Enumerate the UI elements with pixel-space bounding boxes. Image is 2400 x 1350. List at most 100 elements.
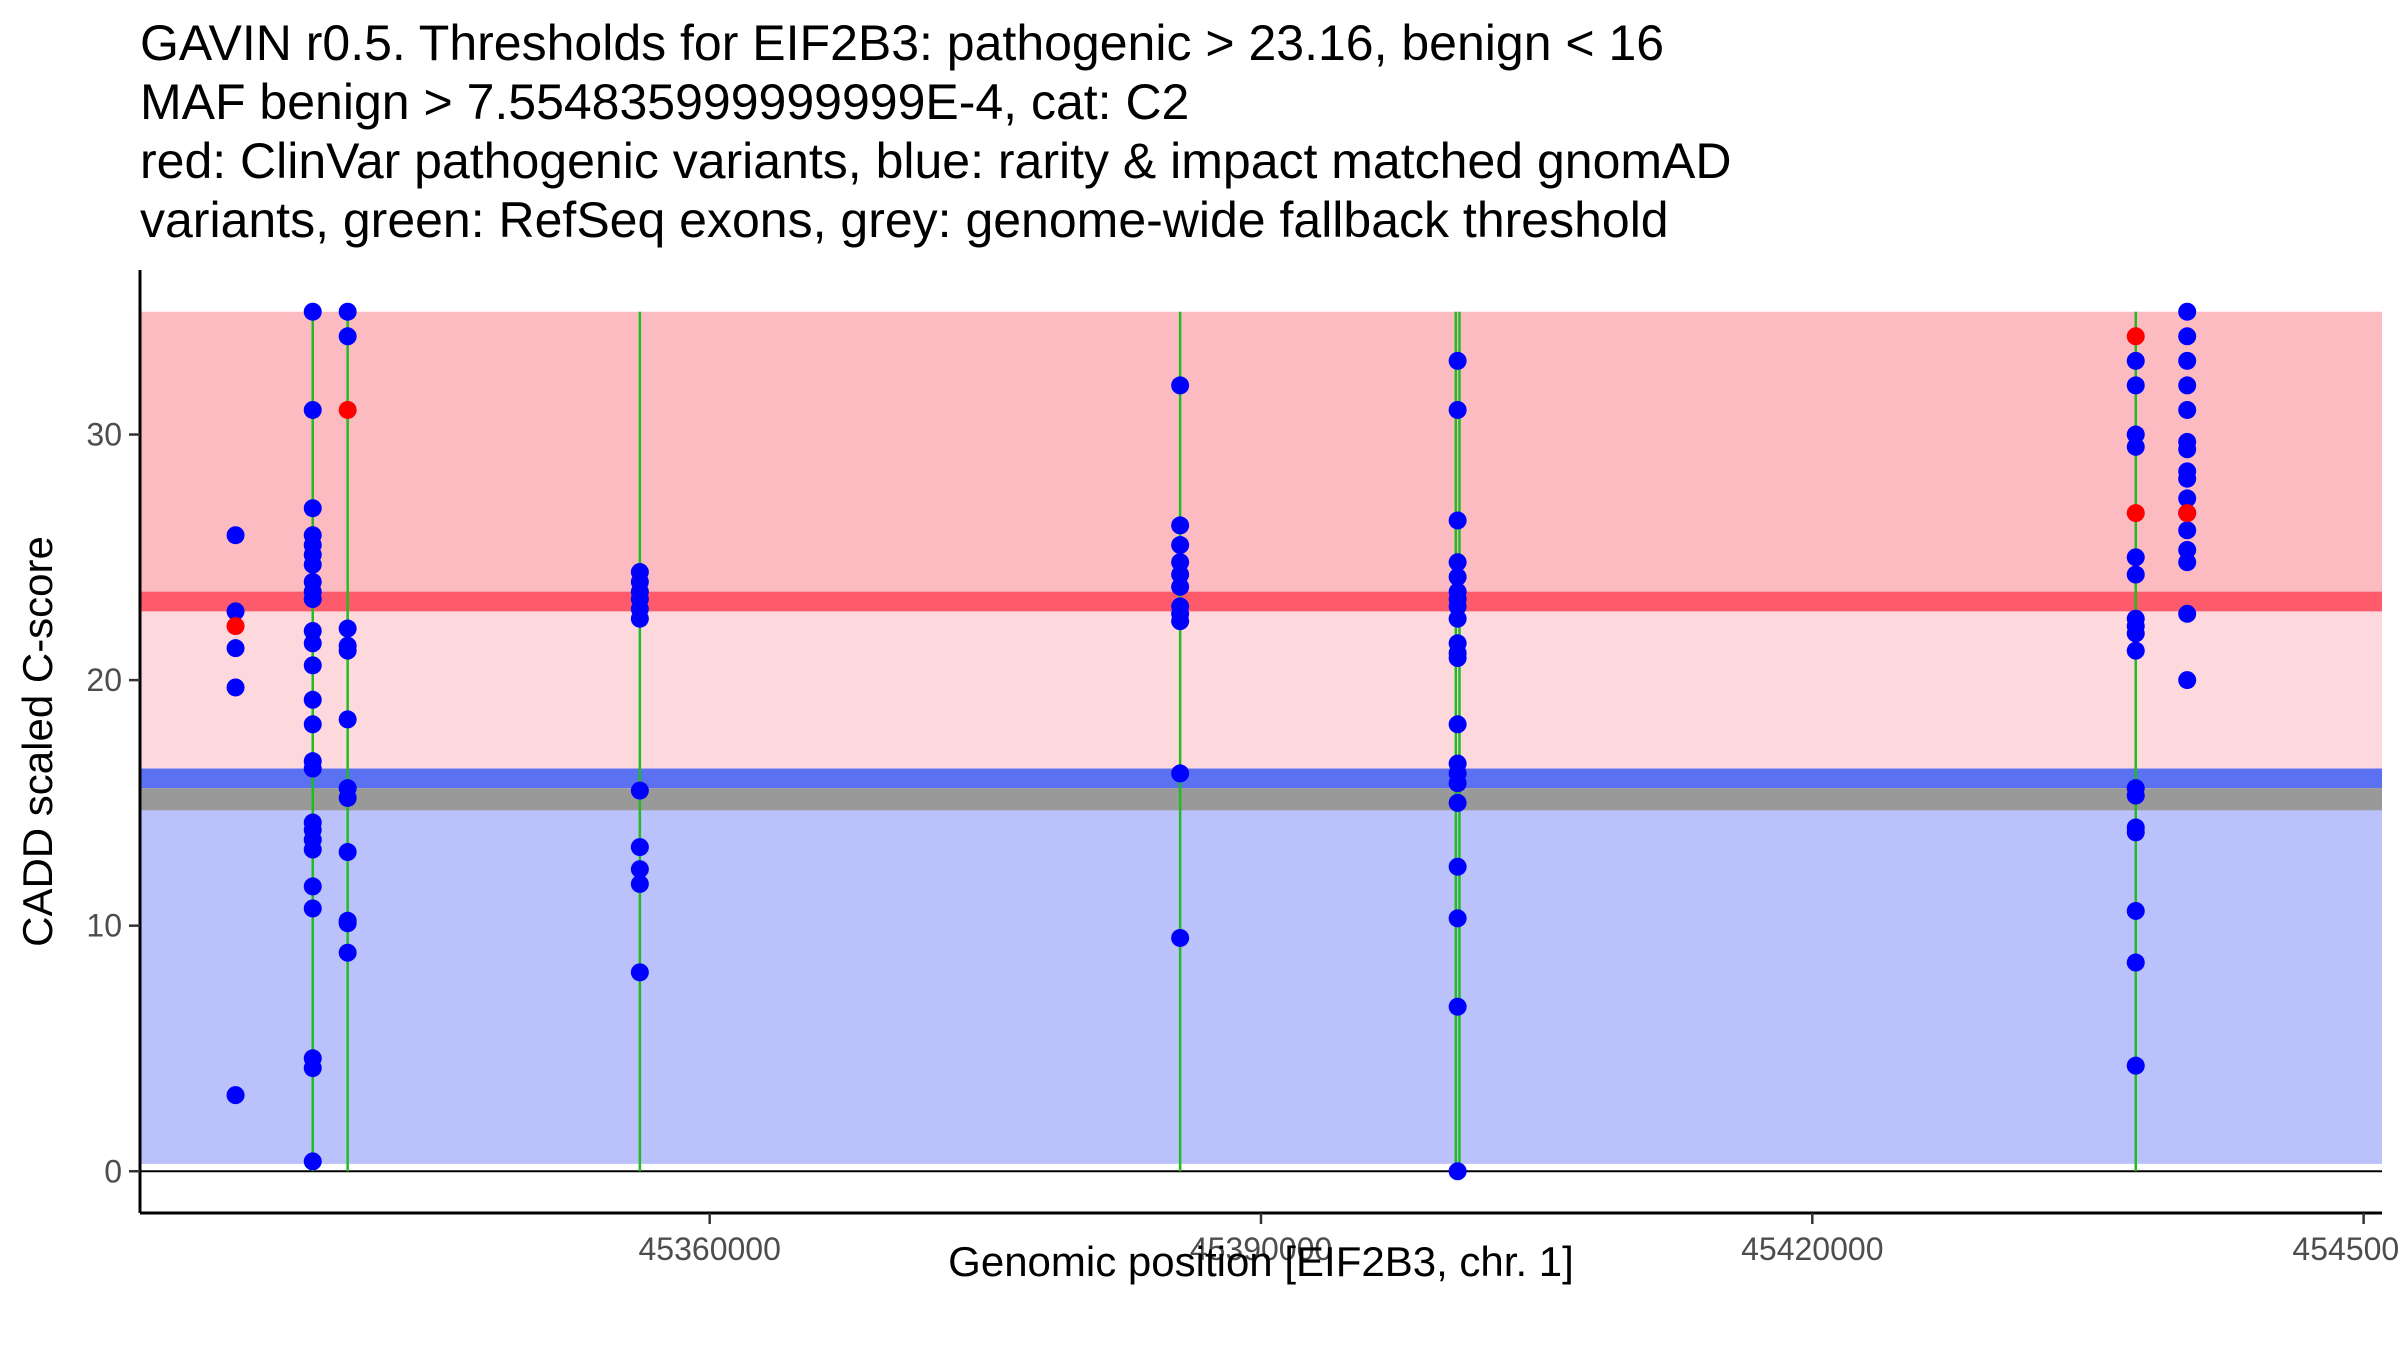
gnomad-point bbox=[1448, 857, 1467, 876]
gnomad-point bbox=[630, 838, 649, 857]
gnomad-point bbox=[2178, 327, 2197, 346]
gnomad-point bbox=[338, 641, 357, 660]
gnomad-point bbox=[1448, 351, 1467, 370]
gnomad-point bbox=[338, 302, 357, 321]
gnomad-point bbox=[303, 590, 322, 609]
title-line-2: MAF benign > 7.554835999999999E-4, cat: … bbox=[140, 74, 1190, 130]
threshold-regions bbox=[140, 311, 2382, 1164]
gnomad-point bbox=[2126, 1056, 2145, 1075]
gnomad-point bbox=[1448, 715, 1467, 734]
gnomad-point bbox=[1171, 376, 1190, 395]
title-line-3: red: ClinVar pathogenic variants, blue: … bbox=[140, 133, 1732, 189]
gnomad-point bbox=[2178, 400, 2197, 419]
y-tick-label: 10 bbox=[86, 908, 122, 944]
gnomad-point bbox=[1171, 612, 1190, 631]
y-axis-title: CADD scaled C-score bbox=[14, 536, 61, 947]
x-tick-label: 45390000 bbox=[1190, 1231, 1332, 1267]
gnomad-point bbox=[630, 860, 649, 879]
region-benign bbox=[140, 800, 2382, 1164]
gnomad-point bbox=[1171, 577, 1190, 596]
x-axis-title: Genomic position [EIF2B3, chr. 1] bbox=[948, 1238, 1574, 1285]
threshold-bands bbox=[140, 591, 2382, 811]
gnomad-point bbox=[1448, 649, 1467, 668]
clinvar-point bbox=[2126, 327, 2145, 346]
gnomad-point bbox=[2178, 376, 2197, 395]
gnomad-point bbox=[2126, 565, 2145, 584]
gnomad-point bbox=[630, 609, 649, 628]
gnomad-point bbox=[303, 555, 322, 574]
x-tick-label: 45420000 bbox=[1741, 1231, 1883, 1267]
gnomad-point bbox=[303, 840, 322, 859]
title-line-1: GAVIN r0.5. Thresholds for EIF2B3: patho… bbox=[140, 15, 1665, 71]
clinvar-point bbox=[2178, 504, 2197, 523]
gnomad-point bbox=[1448, 909, 1467, 928]
gnomad-point bbox=[338, 943, 357, 962]
gnomad-point bbox=[2178, 553, 2197, 572]
gnomad-point bbox=[1448, 609, 1467, 628]
title-line-4: variants, green: RefSeq exons, grey: gen… bbox=[140, 192, 1669, 248]
region-pathogenic bbox=[140, 311, 2382, 603]
gnomad-point bbox=[1171, 764, 1190, 783]
gnomad-point bbox=[338, 843, 357, 862]
variant-points bbox=[226, 302, 2197, 1181]
gnomad-point bbox=[338, 710, 357, 729]
gnomad-point bbox=[1448, 997, 1467, 1016]
gnomad-point bbox=[303, 1059, 322, 1078]
gnomad-point bbox=[2178, 302, 2197, 321]
gnomad-point bbox=[1448, 774, 1467, 793]
gnomad-point bbox=[2178, 469, 2197, 488]
region-intermediate bbox=[140, 602, 2382, 779]
gnomad-point bbox=[630, 874, 649, 893]
gnomad-point bbox=[2126, 437, 2145, 456]
threshold-band-pathogenic-threshold bbox=[140, 591, 2382, 612]
clinvar-point bbox=[2126, 504, 2145, 523]
gnomad-point bbox=[226, 602, 245, 621]
gnomad-point bbox=[1448, 793, 1467, 812]
gnomad-point bbox=[2178, 440, 2197, 459]
gnomad-point bbox=[226, 526, 245, 545]
gnomad-point bbox=[303, 877, 322, 896]
gnomad-point bbox=[1448, 1162, 1467, 1181]
gnomad-point bbox=[2178, 604, 2197, 623]
gnomad-point bbox=[226, 678, 245, 697]
y-tick-label: 0 bbox=[104, 1153, 122, 1189]
gnomad-point bbox=[630, 781, 649, 800]
gnomad-point bbox=[2126, 901, 2145, 920]
gnomad-point bbox=[303, 400, 322, 419]
gnomad-point bbox=[2178, 671, 2197, 690]
gnomad-point bbox=[303, 759, 322, 778]
gnomad-point bbox=[2126, 351, 2145, 370]
gnomad-point bbox=[303, 899, 322, 918]
gnomad-point bbox=[2126, 953, 2145, 972]
gnomad-point bbox=[303, 715, 322, 734]
y-axis-ticks: 0 10 20 30 bbox=[86, 417, 140, 1189]
gnomad-point bbox=[2126, 548, 2145, 567]
gnomad-point bbox=[338, 327, 357, 346]
clinvar-point bbox=[338, 400, 357, 419]
x-axis-ticks: 45360000 45390000 45420000 45450000 bbox=[639, 1213, 2400, 1267]
gnomad-point bbox=[2178, 521, 2197, 540]
gnomad-point bbox=[2126, 624, 2145, 643]
gnomad-point bbox=[303, 1152, 322, 1171]
gnomad-point bbox=[303, 690, 322, 709]
gnomad-point bbox=[2126, 641, 2145, 660]
gnomad-point bbox=[338, 914, 357, 933]
x-tick-label: 45360000 bbox=[639, 1231, 781, 1267]
gnomad-point bbox=[2126, 786, 2145, 805]
y-tick-label: 20 bbox=[86, 662, 122, 698]
gnomad-point bbox=[226, 1086, 245, 1105]
gnomad-point bbox=[1448, 553, 1467, 572]
gnomad-point bbox=[2178, 351, 2197, 370]
y-tick-label: 30 bbox=[86, 417, 122, 453]
gnomad-point bbox=[2178, 489, 2197, 508]
threshold-band-genome-wide-fallback-threshold bbox=[140, 788, 2382, 811]
gnomad-point bbox=[1448, 567, 1467, 586]
gnomad-point bbox=[2126, 823, 2145, 842]
gnomad-point bbox=[338, 619, 357, 638]
gnomad-point bbox=[338, 788, 357, 807]
x-tick-label: 45450000 bbox=[2292, 1231, 2400, 1267]
gnomad-point bbox=[630, 963, 649, 982]
gnomad-point bbox=[1171, 516, 1190, 535]
gnomad-point bbox=[303, 499, 322, 518]
